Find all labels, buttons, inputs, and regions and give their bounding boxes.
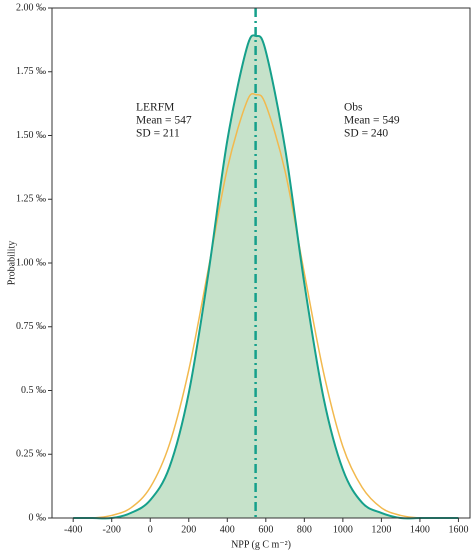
y-tick-label: 0.25 ‰: [16, 449, 46, 460]
series-stat: Mean = 547: [136, 115, 192, 127]
y-tick-label: 1.50 ‰: [16, 130, 46, 141]
y-tick-label: 0.75 ‰: [16, 321, 46, 332]
series-label: Obs: [344, 102, 363, 114]
x-tick-label: 400: [220, 524, 235, 535]
x-tick-label: -200: [103, 524, 121, 535]
y-tick-label: 1.00 ‰: [16, 257, 46, 268]
y-axis-label: Probability: [6, 241, 17, 285]
x-tick-label: 200: [181, 524, 196, 535]
series-stat: Mean = 549: [344, 115, 400, 127]
x-tick-label: 800: [297, 524, 312, 535]
x-tick-label: 1600: [448, 524, 468, 535]
y-tick-label: 1.25 ‰: [16, 194, 46, 205]
density-line: [73, 92, 459, 519]
y-tick-label: 2.00 ‰: [16, 2, 46, 13]
series-label: LERFM: [136, 102, 174, 114]
y-tick-label: 0.5 ‰: [21, 385, 46, 396]
area-fill: [73, 35, 459, 519]
y-tick-label: 1.75 ‰: [16, 66, 46, 77]
x-tick-label: 0: [148, 524, 153, 535]
x-tick-label: 1200: [371, 524, 391, 535]
x-tick-label: -400: [64, 524, 82, 535]
x-tick-label: 1000: [333, 524, 353, 535]
x-tick-label: 600: [258, 524, 273, 535]
x-tick-label: 1400: [410, 524, 430, 535]
series-stat: SD = 211: [136, 128, 180, 140]
series-stat: SD = 240: [344, 128, 388, 140]
x-axis-label: NPP (g C m⁻²): [231, 539, 291, 550]
density-line: [73, 34, 459, 520]
y-tick-label: 0 ‰: [29, 512, 47, 523]
